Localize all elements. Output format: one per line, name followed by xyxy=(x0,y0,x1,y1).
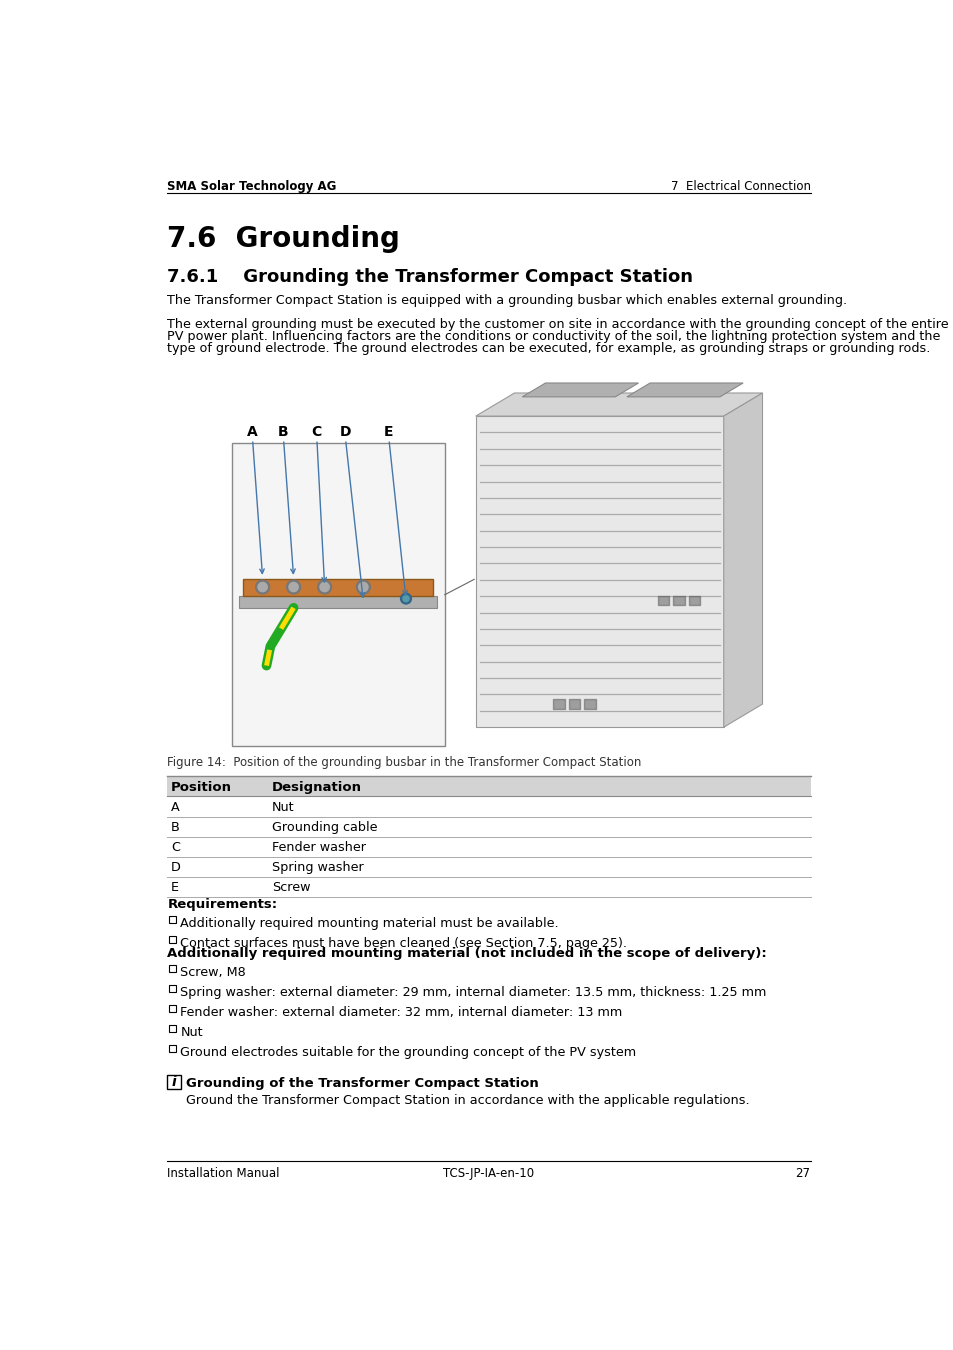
Bar xyxy=(169,1045,175,1052)
Bar xyxy=(169,936,175,942)
Circle shape xyxy=(286,580,300,594)
Circle shape xyxy=(400,593,411,603)
Text: 7  Electrical Connection: 7 Electrical Connection xyxy=(670,181,810,193)
Text: Screw: Screw xyxy=(272,882,310,894)
Text: D: D xyxy=(171,861,181,875)
Circle shape xyxy=(257,582,267,591)
Text: Designation: Designation xyxy=(272,782,361,794)
Text: Screw, M8: Screw, M8 xyxy=(180,965,246,979)
Text: TCS-JP-IA-en-10: TCS-JP-IA-en-10 xyxy=(443,1166,534,1180)
Text: C: C xyxy=(312,425,322,439)
Circle shape xyxy=(402,595,409,602)
Bar xyxy=(167,776,810,796)
Text: Ground the Transformer Compact Station in accordance with the applicable regulat: Ground the Transformer Compact Station i… xyxy=(186,1094,749,1107)
Text: B: B xyxy=(278,425,289,439)
Bar xyxy=(243,579,433,595)
Text: Installation Manual: Installation Manual xyxy=(167,1166,279,1180)
Circle shape xyxy=(358,582,368,591)
Text: Nut: Nut xyxy=(272,801,294,814)
Text: SMA Solar Technology AG: SMA Solar Technology AG xyxy=(167,181,336,193)
Text: Grounding of the Transformer Compact Station: Grounding of the Transformer Compact Sta… xyxy=(186,1077,538,1089)
Text: PV power plant. Influencing factors are the conditions or conductivity of the so: PV power plant. Influencing factors are … xyxy=(167,329,940,343)
Text: Requirements:: Requirements: xyxy=(167,898,277,911)
Text: type of ground electrode. The ground electrodes can be executed, for example, as: type of ground electrode. The ground ele… xyxy=(167,342,930,355)
Text: Contact surfaces must have been cleaned (see Section 7.5, page 25).: Contact surfaces must have been cleaned … xyxy=(180,937,627,949)
Text: Figure 14:  Position of the grounding busbar in the Transformer Compact Station: Figure 14: Position of the grounding bus… xyxy=(167,756,641,770)
Bar xyxy=(169,915,175,923)
Text: 7.6.1    Grounding the Transformer Compact Station: 7.6.1 Grounding the Transformer Compact … xyxy=(167,269,693,286)
Text: 27: 27 xyxy=(795,1166,810,1180)
Polygon shape xyxy=(521,383,638,397)
Polygon shape xyxy=(723,393,761,728)
Bar xyxy=(232,443,444,747)
Text: Nut: Nut xyxy=(180,1026,203,1040)
Bar xyxy=(169,1025,175,1033)
Text: Fender washer: Fender washer xyxy=(272,841,366,855)
Circle shape xyxy=(356,580,370,594)
Text: D: D xyxy=(339,425,351,439)
Bar xyxy=(169,1006,175,1012)
Circle shape xyxy=(289,582,298,591)
Text: A: A xyxy=(247,425,257,439)
Text: A: A xyxy=(171,801,180,814)
Circle shape xyxy=(255,580,270,594)
Text: C: C xyxy=(171,841,180,855)
Text: E: E xyxy=(384,425,394,439)
Polygon shape xyxy=(626,383,742,397)
Text: Additionally required mounting material must be available.: Additionally required mounting material … xyxy=(180,917,558,930)
Text: Fender washer: external diameter: 32 mm, internal diameter: 13 mm: Fender washer: external diameter: 32 mm,… xyxy=(180,1006,622,1019)
Circle shape xyxy=(317,580,332,594)
Text: The external grounding must be executed by the customer on site in accordance wi: The external grounding must be executed … xyxy=(167,317,948,331)
Text: The Transformer Compact Station is equipped with a grounding busbar which enable: The Transformer Compact Station is equip… xyxy=(167,294,846,308)
Text: 7.6  Grounding: 7.6 Grounding xyxy=(167,225,399,254)
Polygon shape xyxy=(476,393,761,416)
Bar xyxy=(169,965,175,972)
Text: Grounding cable: Grounding cable xyxy=(272,821,377,834)
Text: Spring washer: Spring washer xyxy=(272,861,363,875)
Bar xyxy=(239,595,436,608)
Bar xyxy=(169,986,175,992)
Bar xyxy=(167,1075,181,1089)
Text: Additionally required mounting material (not included in the scope of delivery):: Additionally required mounting material … xyxy=(167,948,766,960)
Polygon shape xyxy=(476,416,723,728)
Text: Spring washer: external diameter: 29 mm, internal diameter: 13.5 mm, thickness: : Spring washer: external diameter: 29 mm,… xyxy=(180,986,766,999)
Text: Position: Position xyxy=(171,782,232,794)
Text: Ground electrodes suitable for the grounding concept of the PV system: Ground electrodes suitable for the groun… xyxy=(180,1046,636,1058)
Text: B: B xyxy=(171,821,180,834)
Circle shape xyxy=(319,582,329,591)
Text: E: E xyxy=(171,882,179,894)
Text: i: i xyxy=(172,1075,176,1089)
